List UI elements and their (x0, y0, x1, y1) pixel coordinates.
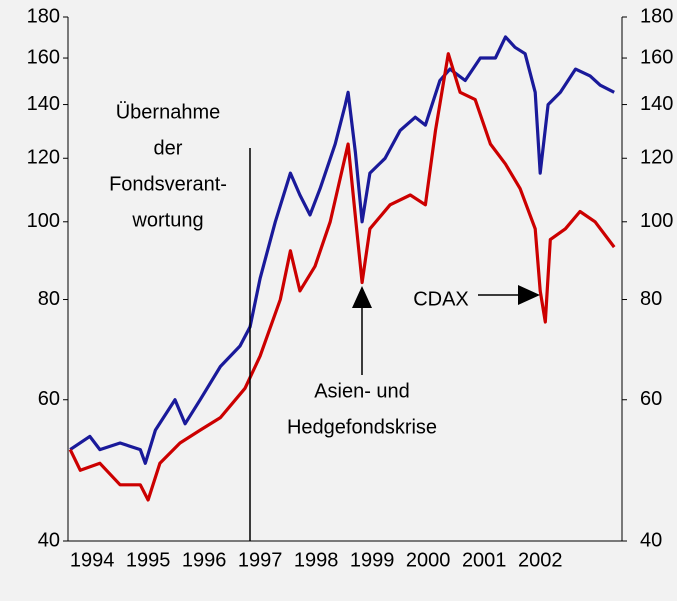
y-tick-label: 40 (38, 529, 60, 551)
y2-tick-label: 80 (640, 288, 662, 310)
x-tick-label: 1998 (294, 549, 339, 571)
x-tick-label: 2002 (518, 549, 563, 571)
annotation: Hedgefondskrise (287, 416, 437, 438)
y-tick-label: 100 (27, 210, 60, 232)
x-tick-label: 2001 (462, 549, 507, 571)
x-tick-label: 1996 (182, 549, 227, 571)
y-tick-label: 160 (27, 46, 60, 68)
annotation: Fondsverant- (109, 173, 227, 195)
x-tick-label: 1994 (70, 549, 115, 571)
y2-tick-label: 100 (640, 210, 673, 232)
annotation: der (154, 137, 183, 159)
x-tick-label: 1999 (350, 549, 395, 571)
annotation: CDAX (413, 288, 469, 310)
line-series (69, 35, 615, 465)
y2-tick-label: 180 (640, 5, 673, 27)
y-tick-label: 180 (27, 5, 60, 27)
y2-tick-label: 60 (640, 388, 662, 410)
y-tick-label: 80 (38, 288, 60, 310)
x-tick-label: 2000 (406, 549, 451, 571)
y2-tick-label: 120 (640, 147, 673, 169)
y2-tick-label: 40 (640, 529, 662, 551)
y-tick-label: 120 (27, 147, 60, 169)
line-series (68, 52, 616, 502)
y2-tick-label: 140 (640, 93, 673, 115)
y-tick-label: 140 (27, 93, 60, 115)
annotation: Übernahme (116, 101, 221, 123)
y2-tick-label: 160 (640, 46, 673, 68)
y-tick-label: 60 (38, 388, 60, 410)
x-tick-label: 1997 (238, 549, 283, 571)
annotation: wortung (131, 209, 203, 231)
x-tick-label: 1995 (126, 549, 171, 571)
annotation: Asien- und (314, 380, 410, 402)
